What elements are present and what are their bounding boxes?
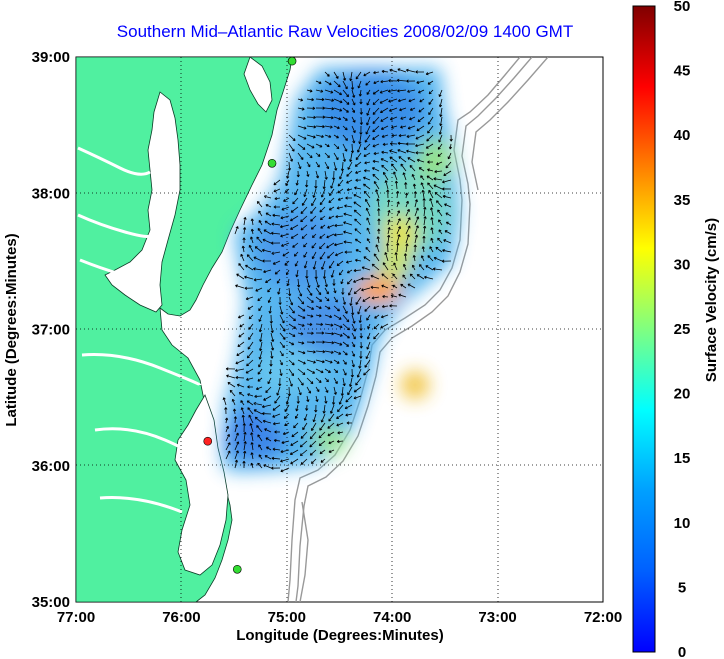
x-tick-label: 77:00 [57, 609, 95, 626]
colorbar-tick-label: 5 [678, 579, 686, 596]
y-tick-label: 38:00 [32, 185, 70, 202]
colorbar-tick-label: 20 [674, 386, 691, 403]
colorbar-tick-label: 35 [674, 192, 691, 209]
colorbar [632, 5, 656, 653]
velocity-field [222, 68, 460, 472]
colorbar-tick-label: 40 [674, 127, 691, 144]
velocity-vectors [222, 68, 453, 473]
x-tick-label: 72:00 [584, 609, 622, 626]
station-marker [232, 564, 242, 574]
x-tick-label: 74:00 [373, 609, 411, 626]
station-marker [203, 436, 213, 446]
colorbar-tick-label: 10 [674, 515, 691, 532]
x-axis-label: Longitude (Degrees:Minutes) [236, 627, 444, 644]
radar-stations [203, 57, 297, 574]
river-lines [77, 146, 202, 514]
colorbar-tick-label: 0 [678, 644, 686, 659]
colorbar-tick-label: 50 [674, 0, 691, 15]
y-tick-label: 36:00 [32, 458, 70, 475]
bathymetry-contours [287, 57, 549, 602]
colorbar-tick-label: 15 [674, 450, 691, 467]
x-tick-label: 76:00 [162, 609, 200, 626]
station-marker [287, 57, 297, 66]
colorbar-tick-label: 45 [674, 63, 691, 80]
delaware-bay [243, 57, 273, 113]
pamlico-sound [174, 394, 229, 576]
y-tick-labels: 39:00 38:00 37:00 36:00 35:00 [32, 49, 70, 611]
y-axis-label: Latitude (Degrees:Minutes) [3, 233, 20, 426]
x-tick-label: 73:00 [478, 609, 516, 626]
colorbar-label: Surface Velocity (cm/s) [703, 218, 720, 382]
station-marker [267, 158, 277, 168]
y-tick-label: 39:00 [32, 49, 70, 66]
grid-lines [76, 57, 603, 602]
land-mass [76, 57, 293, 602]
chesapeake-bay [104, 91, 181, 313]
map-title: Southern Mid–Atlantic Raw Velocities 200… [116, 22, 574, 41]
x-tick-label: 75:00 [268, 609, 306, 626]
y-tick-label: 37:00 [32, 322, 70, 339]
colorbar-tick-label: 25 [674, 321, 691, 338]
colorbar-tick-label: 30 [674, 256, 691, 273]
x-tick-labels: 77:00 76:00 75:00 74:00 73:00 72:00 [57, 609, 622, 626]
y-tick-label: 35:00 [32, 594, 70, 611]
